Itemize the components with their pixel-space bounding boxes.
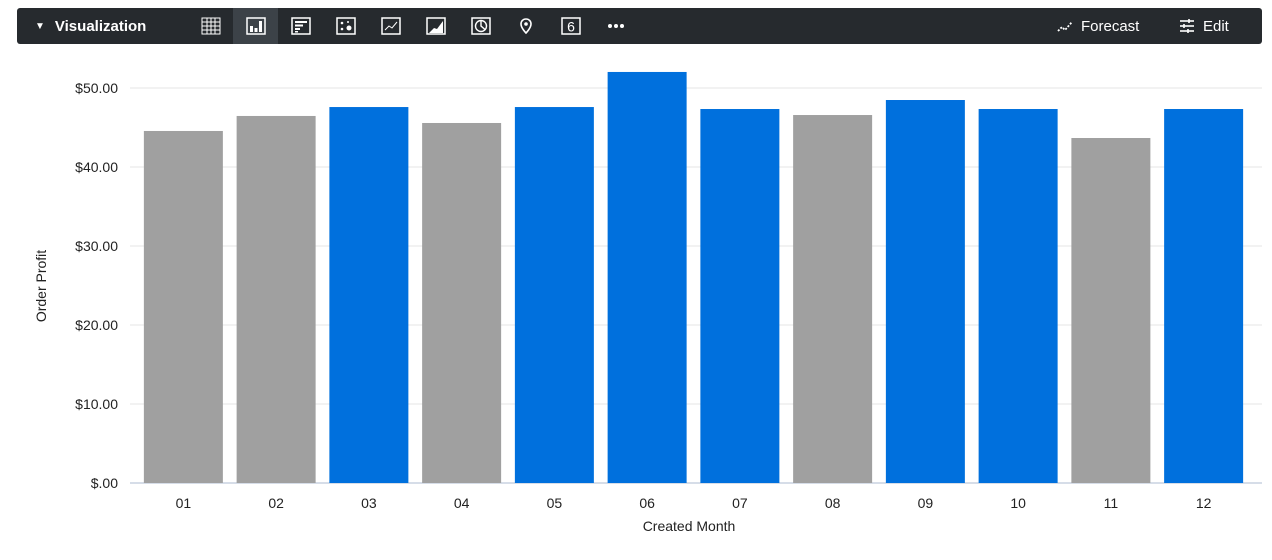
bar-05[interactable] xyxy=(514,107,594,483)
x-tick-label: 02 xyxy=(268,495,284,511)
bar-chart-button[interactable] xyxy=(278,8,323,44)
x-tick-label: 06 xyxy=(639,495,655,511)
y-tick-label: $30.00 xyxy=(75,238,118,254)
caret-down-icon: ▼ xyxy=(35,20,45,32)
map-pin-icon xyxy=(519,18,532,35)
pie-chart-button[interactable] xyxy=(458,8,503,44)
line-chart-button[interactable] xyxy=(368,8,413,44)
y-tick-label: $20.00 xyxy=(75,317,118,333)
bar-12[interactable] xyxy=(1164,109,1244,483)
forecast-button[interactable]: Forecast xyxy=(1057,8,1139,44)
line-chart-icon xyxy=(380,17,401,35)
single-value-icon: 6 xyxy=(560,17,581,35)
bar-02[interactable] xyxy=(236,115,316,483)
scatter-button[interactable] xyxy=(323,8,368,44)
x-tick-label: 05 xyxy=(547,495,563,511)
area-chart-icon xyxy=(425,17,446,35)
svg-text:6: 6 xyxy=(567,19,575,35)
edit-button[interactable]: Edit xyxy=(1179,8,1229,44)
table-icon xyxy=(201,17,220,35)
column-chart-icon xyxy=(245,17,266,35)
x-tick-label: 01 xyxy=(176,495,192,511)
more-button[interactable] xyxy=(593,8,638,44)
bar-08[interactable] xyxy=(793,115,873,483)
x-axis-label: Created Month xyxy=(643,518,736,534)
bar-06[interactable] xyxy=(607,71,687,483)
map-pin-button[interactable] xyxy=(503,8,548,44)
x-tick-label: 08 xyxy=(825,495,841,511)
single-value-button[interactable]: 6 xyxy=(548,8,593,44)
x-tick-label: 12 xyxy=(1196,495,1212,511)
bar-10[interactable] xyxy=(978,109,1058,483)
y-tick-label: $50.00 xyxy=(75,80,118,96)
x-tick-label: 07 xyxy=(732,495,748,511)
x-tick-label: 10 xyxy=(1010,495,1026,511)
bar-07[interactable] xyxy=(700,109,780,483)
forecast-icon xyxy=(1057,21,1073,32)
scatter-icon xyxy=(335,17,356,35)
visualization-toolbar: ▼ Visualization 6 Forecast Edit xyxy=(17,8,1262,44)
visualization-title: Visualization xyxy=(54,17,147,35)
y-axis-label: Order Profit xyxy=(33,250,49,322)
x-tick-label: 11 xyxy=(1104,495,1119,511)
bar-01[interactable] xyxy=(143,130,223,483)
y-tick-label: $10.00 xyxy=(75,396,118,412)
column-chart-button[interactable] xyxy=(233,8,278,44)
edit-label: Edit xyxy=(1203,17,1229,35)
y-tick-label: $.00 xyxy=(91,475,118,491)
forecast-label: Forecast xyxy=(1081,17,1140,35)
sliders-icon xyxy=(1180,19,1194,33)
bar-04[interactable] xyxy=(422,122,502,483)
bar-03[interactable] xyxy=(329,107,409,483)
visualization-toggle[interactable]: ▼ Visualization xyxy=(35,8,146,44)
y-tick-label: $40.00 xyxy=(75,159,118,175)
bar-11[interactable] xyxy=(1071,138,1151,483)
column-chart: Order Profit Created Month $.00 $10.00 $20… xyxy=(33,71,1262,534)
more-icon xyxy=(607,24,624,28)
bar-chart-icon xyxy=(290,17,311,35)
x-tick-label: 03 xyxy=(361,495,377,511)
table-button[interactable] xyxy=(188,8,233,44)
bar-09[interactable] xyxy=(885,100,965,484)
pie-chart-icon xyxy=(470,17,491,35)
x-tick-label: 09 xyxy=(918,495,934,511)
x-tick-label: 04 xyxy=(454,495,470,511)
area-chart-button[interactable] xyxy=(413,8,458,44)
